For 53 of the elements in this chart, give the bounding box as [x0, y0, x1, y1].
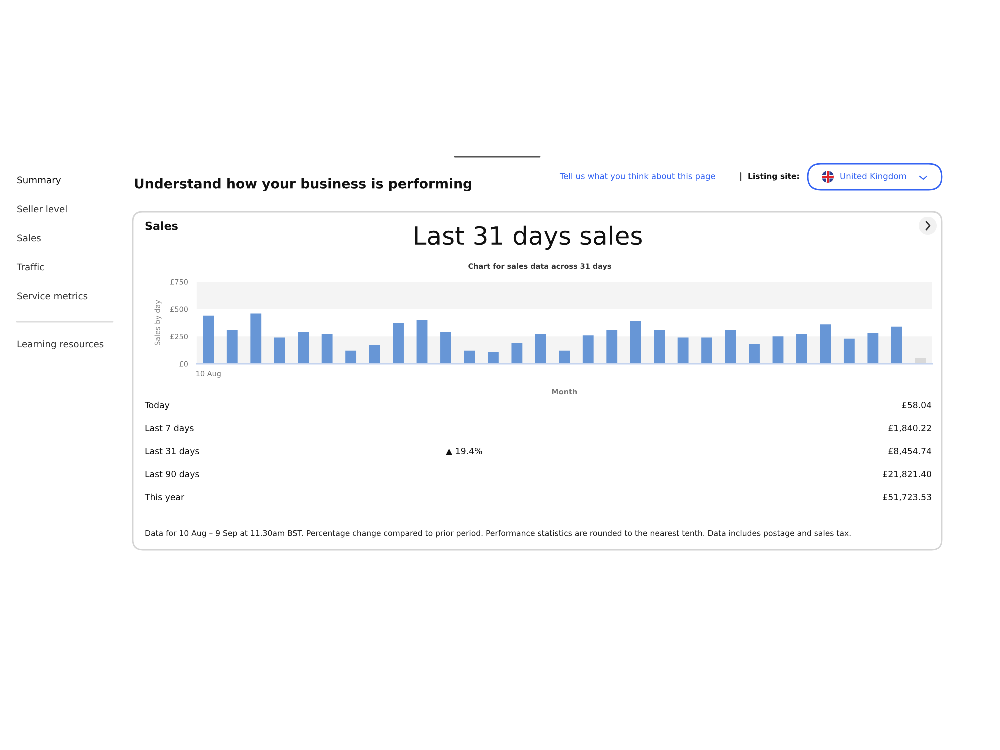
- bar: [440, 332, 452, 364]
- bar: [250, 314, 262, 364]
- bar: [844, 338, 855, 364]
- bar: [891, 326, 902, 364]
- bar: [796, 334, 808, 364]
- text: Summary: [18, 176, 62, 186]
- text: Last 31 days: [146, 448, 200, 456]
- text: Service metrics: [18, 292, 88, 300]
- text: Last 7 days: [146, 424, 194, 434]
- bar: [488, 352, 499, 364]
- text: Today: [144, 402, 170, 410]
- text: Traffic: [16, 264, 44, 271]
- bar: [606, 330, 618, 364]
- bar: [559, 350, 570, 364]
- text: Sales: [146, 222, 178, 230]
- bar: [749, 344, 760, 364]
- bar: [915, 358, 926, 364]
- text: £8,454.74: [888, 448, 932, 456]
- text: This year: [144, 494, 185, 502]
- bar: [203, 316, 214, 364]
- bar: [464, 350, 476, 364]
- bar: [322, 334, 333, 364]
- bar: [346, 350, 357, 364]
- text: £21,821.40: [883, 470, 932, 478]
- bar: [654, 330, 666, 364]
- bar: [512, 343, 523, 364]
- text: £58.04: [902, 402, 932, 408]
- bar: [298, 332, 310, 364]
- text: Tell us what you think about this page: [560, 173, 716, 181]
- text: ▲ 19.4%: [446, 448, 482, 456]
- text: Understand how your business is performing: [135, 178, 472, 192]
- text: Seller level: [18, 206, 67, 213]
- bar: [274, 338, 286, 364]
- bar: [226, 330, 238, 364]
- bar: [630, 321, 642, 364]
- bar: [725, 330, 736, 364]
- text: Sales: [18, 234, 41, 242]
- bar: [582, 336, 594, 364]
- bar: [772, 336, 784, 364]
- bar: [868, 333, 879, 364]
- bar: [369, 345, 380, 364]
- bar: [393, 324, 404, 364]
- bar: [416, 320, 428, 364]
- text: Learning resources: [18, 340, 104, 350]
- text: £51,723.53: [883, 494, 932, 502]
- text: Last 90 days: [146, 470, 200, 480]
- bar: [702, 338, 712, 364]
- text: £1,840.22: [888, 424, 932, 432]
- bar: [678, 338, 689, 364]
- text: United Kingdom: [840, 172, 906, 182]
- bar: [820, 324, 832, 364]
- bar: [535, 334, 546, 364]
- chart-title: Last 31 days sales: [415, 226, 642, 250]
